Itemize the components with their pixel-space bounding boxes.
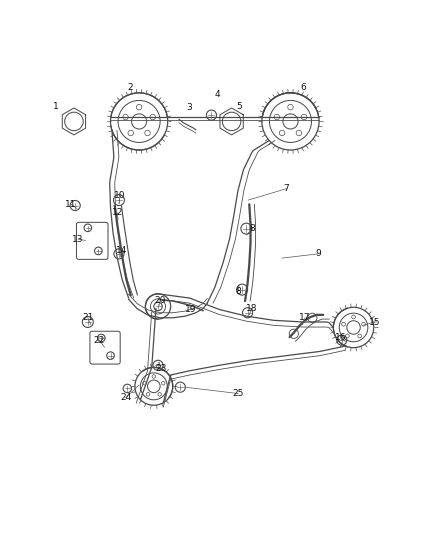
- Text: 22: 22: [94, 336, 105, 344]
- Text: 19: 19: [185, 305, 196, 314]
- Text: 17: 17: [300, 313, 311, 322]
- Text: 23: 23: [155, 364, 167, 373]
- Text: 24: 24: [120, 393, 131, 402]
- Text: 5: 5: [237, 102, 242, 111]
- Text: 8: 8: [250, 224, 255, 233]
- Text: 15: 15: [369, 318, 380, 327]
- Text: 12: 12: [112, 208, 123, 217]
- Text: 8: 8: [235, 287, 241, 296]
- Text: 3: 3: [186, 103, 191, 112]
- Text: 7: 7: [283, 184, 289, 193]
- Text: 14: 14: [116, 246, 127, 255]
- Text: 4: 4: [214, 90, 220, 99]
- Text: 9: 9: [315, 249, 321, 259]
- Text: 18: 18: [246, 304, 258, 313]
- Text: 25: 25: [232, 389, 244, 398]
- Text: 1: 1: [53, 102, 59, 111]
- Text: 21: 21: [82, 313, 93, 322]
- Text: 10: 10: [114, 190, 126, 199]
- Text: 13: 13: [72, 235, 84, 244]
- Text: 6: 6: [300, 83, 306, 92]
- Text: 16: 16: [335, 333, 347, 342]
- Text: 20: 20: [155, 296, 166, 305]
- Text: 2: 2: [127, 83, 133, 92]
- Text: 11: 11: [65, 200, 77, 209]
